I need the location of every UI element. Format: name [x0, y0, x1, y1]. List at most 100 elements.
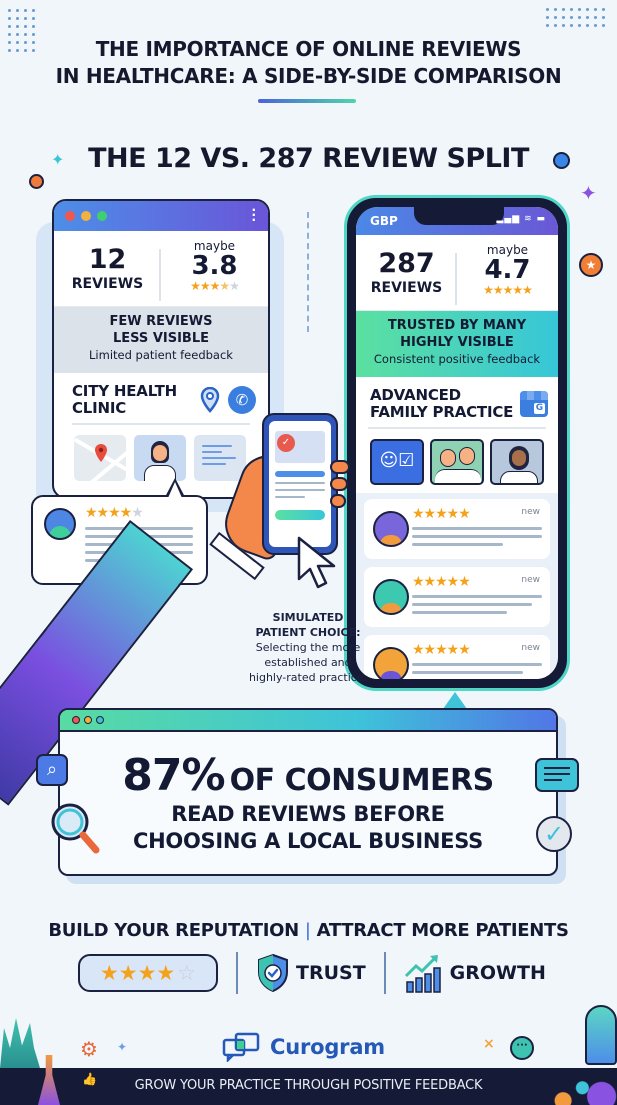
sparkle-icon: ✦: [117, 1040, 128, 1054]
decorative-shapes: [540, 1062, 617, 1105]
business-header: ADVANCED FAMILY PRACTICE G: [356, 377, 558, 427]
listing-stats: 12 REVIEWS maybe 3.8 ★★★★★: [54, 231, 268, 307]
dashed-divider: [307, 212, 309, 332]
title-underline: [258, 99, 356, 103]
close-x-icon: ×: [483, 1036, 495, 1052]
sparkle-icon: ✦: [580, 181, 597, 205]
window-close-dot[interactable]: [65, 211, 75, 221]
checkmark-circle-icon: ✓: [536, 816, 572, 852]
listing-media-tiles: [54, 425, 268, 481]
footer-slogan: GROW YOUR PRACTICE THROUGH POSITIVE FEED…: [134, 1078, 483, 1093]
orb-icon: [29, 174, 44, 189]
city-health-clinic-listing[interactable]: · · · 12 REVIEWS maybe 3.8 ★★★★★ FEW REVIE…: [52, 199, 270, 499]
divider: [236, 952, 238, 994]
thumbs-up-icon: 👍: [82, 1072, 97, 1086]
section-subtitle: THE 12 VS. 287 REVIEW SPLIT: [88, 143, 529, 174]
search-icon: ⌕: [36, 754, 68, 786]
signal-battery-icon: ▂▄▆ ≋ ▬: [496, 214, 546, 224]
browser-titlebar: · · ·: [54, 201, 268, 231]
avatar: [373, 647, 409, 679]
window-close-dot: [72, 716, 80, 724]
info-thumbnail[interactable]: [194, 435, 246, 481]
checkmark-icon: ✓: [277, 434, 295, 452]
visibility-band: FEW REVIEWS LESS VISIBLE Limited patient…: [54, 307, 268, 373]
review-card[interactable]: ★★★★★ new: [364, 567, 550, 627]
phone-screen: GBP ▂▄▆ ≋ ▬ 287 REVIEWS maybe 4.7 ★★★★★ …: [356, 207, 558, 679]
window-maximize-dot[interactable]: [97, 211, 107, 221]
avatar: [373, 511, 409, 547]
listing-stats: 287 REVIEWS maybe 4.7 ★★★★★: [356, 235, 558, 311]
star-chat-icon: ★: [579, 253, 603, 277]
pointer-triangle: [443, 692, 467, 709]
location-pin-icon[interactable]: [200, 387, 220, 413]
window-minimize-dot: [84, 716, 92, 724]
review-list: ★★★★★ new ★★★★★ new ★★★★★ new: [356, 493, 558, 679]
phone-screen: ✓: [269, 421, 331, 547]
simulated-choice-caption: SIMULATED PATIENT CHOICE: Selecting the …: [248, 611, 368, 684]
review-count: 287 REVIEWS: [356, 235, 457, 310]
star-rating-icon: ★★★★★: [483, 283, 533, 297]
browser-titlebar: [60, 710, 556, 732]
visibility-band: TRUSTED BY MANY HIGHLY VISIBLE Consisten…: [356, 311, 558, 377]
fingers: [330, 460, 352, 540]
new-badge: new: [521, 575, 540, 585]
divider: [383, 952, 386, 994]
new-badge: new: [521, 643, 540, 653]
divider: [72, 423, 250, 425]
status-bar: GBP ▂▄▆ ≋ ▬: [356, 207, 558, 235]
bubble-tail: [168, 482, 182, 498]
orb-icon: [553, 152, 570, 169]
chat-logo-icon: [222, 1032, 260, 1062]
growth-chart-icon: [404, 955, 441, 993]
doctors-photo[interactable]: [430, 439, 484, 485]
statistic-headline: 87% OF CONSUMERS: [122, 750, 494, 801]
business-name: ADVANCED FAMILY PRACTICE: [370, 386, 514, 421]
tree-illustration: [585, 1005, 617, 1065]
star-rating-icon: ★★★★★: [412, 506, 471, 522]
gear-icon: ⚙: [80, 1037, 98, 1061]
more-options-icon[interactable]: · · ·: [251, 203, 256, 227]
handheld-phone: ✓: [262, 413, 338, 555]
review-card[interactable]: ★★★★★ new: [364, 635, 550, 679]
plant-illustration: [0, 1018, 40, 1068]
select-button[interactable]: [275, 510, 325, 520]
page-title: THE IMPORTANCE OF ONLINE REVIEWS IN HEAL…: [55, 37, 562, 88]
google-business-profile-icon[interactable]: G: [520, 391, 548, 417]
curogram-logo[interactable]: Curogram: [222, 1032, 385, 1062]
phone-call-icon[interactable]: ✆: [228, 386, 256, 414]
value-badges: ★★★★ ☆ TRUST GROWTH: [78, 952, 546, 994]
advanced-family-practice-listing[interactable]: GBP ▂▄▆ ≋ ▬ 287 REVIEWS maybe 4.7 ★★★★★ …: [344, 195, 570, 691]
decorative-dot-grid: [546, 8, 605, 27]
listing-media-tiles: ☺☑: [356, 429, 558, 493]
doctor-photo[interactable]: [134, 435, 186, 481]
review-card[interactable]: ★★★★★ new: [364, 499, 550, 559]
divider: [368, 427, 546, 429]
business-header: CITY HEALTH CLINIC ✆: [54, 373, 268, 423]
window-maximize-dot: [96, 716, 104, 724]
sparkle-icon: ✦: [51, 150, 65, 169]
magnifying-glass-icon: [51, 803, 100, 854]
star-rating-icon: ★★★★★: [412, 574, 471, 590]
profile-checklist-thumbnail[interactable]: ☺☑: [370, 439, 424, 485]
business-name: CITY HEALTH CLINIC: [72, 382, 177, 417]
rating: maybe 4.7 ★★★★★: [457, 235, 558, 310]
star-rating-badge: ★★★★ ☆: [78, 954, 218, 992]
star-rating-icon: ★★★★★: [412, 642, 471, 658]
avatar: [44, 508, 76, 540]
tagline: BUILD YOUR REPUTATION | ATTRACT MORE PAT…: [48, 920, 569, 941]
star-rating-icon: ★★★★★: [190, 279, 240, 293]
avatar: [373, 579, 409, 615]
new-badge: new: [521, 507, 540, 517]
chat-message-icon: [535, 758, 579, 792]
map-thumbnail[interactable]: [74, 435, 126, 481]
chat-bubble-icon: ···: [510, 1036, 534, 1060]
statistic-callout: 87% OF CONSUMERS READ REVIEWS BEFORE CHO…: [58, 708, 558, 876]
decorative-dot-grid: [8, 9, 35, 52]
cursor-pointer-icon: [297, 536, 336, 589]
review-count: 12 REVIEWS: [54, 231, 161, 306]
window-minimize-dot[interactable]: [81, 211, 91, 221]
rating: maybe 3.8 ★★★★★: [161, 231, 268, 306]
map-pin-icon: [95, 444, 107, 462]
doctor-photo[interactable]: [490, 439, 544, 485]
footer-banner: [0, 1068, 617, 1105]
